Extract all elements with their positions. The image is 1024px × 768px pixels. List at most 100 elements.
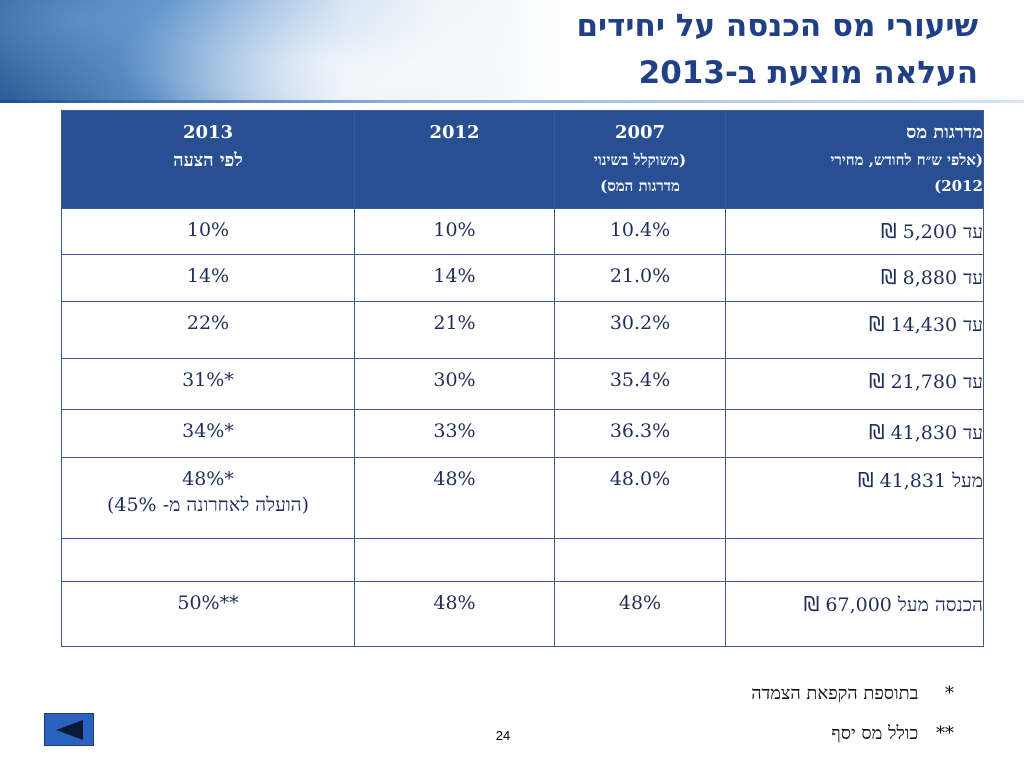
rate-2012: 10% (354, 208, 555, 255)
rate-2013-note: (הועלה לאחרונה מ- 45%) (106, 494, 310, 516)
rate-2012-value: 48% (433, 468, 476, 490)
bracket-value: עד 41,830 (890, 422, 983, 444)
header-2013-sub: לפי הצעה (173, 150, 243, 171)
page-number: 24 (495, 728, 511, 743)
rate-2007: 35.4% (554, 358, 726, 410)
bracket-value: מעל 41,831 (879, 470, 983, 492)
rate-2012: 21% (354, 301, 555, 359)
rate-2013: **50% (61, 581, 355, 647)
footnote-freeze-indexation: * בתוספת הקפאת הצמדה (751, 683, 954, 704)
bracket-cell: עד 8,880 ₪ (725, 254, 984, 302)
rate-2013-value: **50% (177, 592, 239, 614)
rate-2013-value: *34% (182, 420, 234, 442)
header-tier-sub2: 2012) (934, 177, 983, 195)
rate-2007-value: 21.0% (609, 265, 671, 287)
shekel-icon: ₪ (880, 265, 897, 289)
bracket-value (726, 539, 983, 549)
shekel-icon: ₪ (803, 592, 820, 616)
table-row: עד 14,430 ₪ 30.2% 21% 22% (61, 301, 984, 359)
bracket-value: הכנסה מעל 67,000 (825, 594, 983, 616)
back-arrow-icon[interactable] (44, 713, 94, 746)
rate-2013 (61, 538, 355, 582)
rate-2012: 48% (354, 457, 555, 539)
table-row: הכנסה מעל 67,000 ₪ 48% 48% **50% (61, 581, 984, 647)
header-tier-sub1: (אלפי ש״ח לחודש, מחירי (830, 151, 984, 169)
tax-rates-table: מדרגות מס (אלפי ש״ח לחודש, מחירי 2012) 2… (61, 110, 984, 647)
header-2013: 2013 לפי הצעה (61, 110, 355, 209)
bracket-cell: הכנסה מעל 67,000 ₪ (725, 581, 984, 647)
rate-2013: *48% (הועלה לאחרונה מ- 45%) (61, 457, 355, 539)
rate-2013: 22% (61, 301, 355, 359)
bracket-cell: עד 5,200 ₪ (725, 208, 984, 255)
table-row: עד 21,780 ₪ 35.4% 30% *31% (61, 358, 984, 410)
rate-2012 (354, 538, 555, 582)
bracket-cell (725, 538, 984, 582)
table-row: מעל 41,831 ₪ 48.0% 48% *48% (הועלה לאחרו… (61, 457, 984, 539)
header-2013-label: 2013 (182, 122, 234, 143)
rate-2013: 14% (61, 254, 355, 302)
rate-2007: 48.0% (554, 457, 726, 539)
rate-2007-value: 36.3% (609, 420, 671, 442)
shekel-icon: ₪ (857, 468, 874, 492)
header-tier-label: מדרגות מס (906, 122, 983, 143)
rate-2013-value (62, 539, 354, 549)
rate-2013-value: 14% (186, 265, 230, 287)
table-row: עד 8,880 ₪ 21.0% 14% 14% (61, 254, 984, 302)
footnote-surtax: ** כולל מס יסף (831, 723, 954, 744)
rate-2007-value: 48% (618, 592, 662, 614)
bracket-cell: עד 14,430 ₪ (725, 301, 984, 359)
header-2007: 2007 (משוקלל בשינוי מדרגות המס) (554, 110, 726, 209)
slide-subtitle: העלאה מוצעת ב-2013 (638, 55, 978, 91)
rate-2007-value: 10.4% (609, 219, 671, 241)
rate-2007-value: 30.2% (609, 312, 671, 334)
footnote-text: כולל מס יסף (831, 723, 919, 744)
header-tax-brackets: מדרגות מס (אלפי ש״ח לחודש, מחירי 2012) (725, 110, 984, 209)
rate-2012-value: 21% (433, 312, 476, 334)
rate-2007-value (555, 539, 725, 549)
rate-2007-value: 48.0% (609, 468, 671, 490)
bracket-value: עד 8,880 (902, 267, 983, 289)
shekel-icon: ₪ (868, 312, 885, 336)
rate-2007: 36.3% (554, 409, 726, 458)
footnote-text: בתוספת הקפאת הצמדה (751, 683, 919, 704)
rate-2007-value: 35.4% (609, 369, 671, 391)
rate-2007: 30.2% (554, 301, 726, 359)
shekel-icon: ₪ (880, 219, 897, 243)
header-2007-sub1: (משוקלל בשינוי (593, 151, 687, 169)
bracket-value: עד 5,200 (902, 221, 983, 243)
rate-2013-value: 22% (186, 312, 230, 334)
footnote-marker: ** (936, 723, 954, 744)
header-banner (0, 0, 1024, 103)
rate-2012-value: 48% (433, 592, 476, 614)
rate-2013: *31% (61, 358, 355, 410)
slide-title: שיעורי מס הכנסה על יחידים (576, 8, 978, 44)
rate-2012-value: 30% (433, 369, 476, 391)
rate-2012-value: 14% (433, 265, 476, 287)
shekel-icon: ₪ (868, 420, 885, 444)
bracket-value: עד 14,430 (890, 314, 983, 336)
banner-divider (0, 100, 1024, 103)
rate-2012-value (355, 539, 554, 549)
rate-2007: 48% (554, 581, 726, 647)
bracket-cell: עד 41,830 ₪ (725, 409, 984, 458)
rate-2007 (554, 538, 726, 582)
rate-2013-value: 10% (186, 219, 230, 241)
table-header-row: מדרגות מס (אלפי ש״ח לחודש, מחירי 2012) 2… (61, 110, 984, 209)
rate-2013: 10% (61, 208, 355, 255)
table-row (61, 538, 984, 582)
rate-2012-value: 10% (433, 219, 476, 241)
table-row: עד 5,200 ₪ 10.4% 10% 10% (61, 208, 984, 255)
header-2007-label: 2007 (614, 122, 666, 143)
rate-2013-value: *48% (182, 468, 234, 490)
header-2012-label: 2012 (429, 122, 480, 143)
rate-2012: 48% (354, 581, 555, 647)
bracket-cell: מעל 41,831 ₪ (725, 457, 984, 539)
header-2007-sub2: מדרגות המס) (600, 177, 680, 195)
rate-2007: 10.4% (554, 208, 726, 255)
rate-2012-value: 33% (433, 420, 476, 442)
table-row: עד 41,830 ₪ 36.3% 33% *34% (61, 409, 984, 458)
rate-2013-value: *31% (182, 369, 234, 391)
rate-2012: 33% (354, 409, 555, 458)
rate-2012: 30% (354, 358, 555, 410)
rate-2012: 14% (354, 254, 555, 302)
